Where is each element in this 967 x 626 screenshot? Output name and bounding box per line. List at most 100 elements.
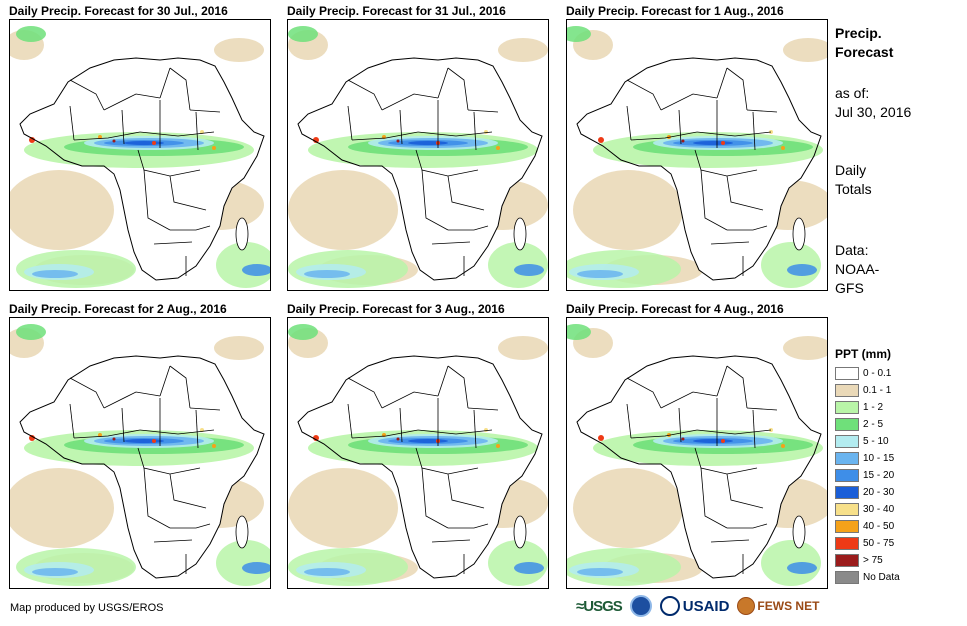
country-border [143,467,171,529]
legend-label: 0 - 0.1 [863,368,892,379]
precip-map [9,19,271,291]
heavy-rain-cell [98,135,102,139]
country-border [159,67,171,99]
country-border [381,391,439,409]
country-border [473,111,477,151]
rain-band-fill [693,141,733,145]
heavy-rain-cell [29,137,35,143]
usaid-seal-icon [659,596,680,616]
legend-swatch [835,435,859,448]
usaid-logo-text: USAID [682,597,730,615]
country-border [700,467,728,529]
heavy-rain-cell [496,146,500,150]
ocean-rain-fill [242,562,270,574]
heavy-rain-cell [212,444,216,448]
africa-map-svg [288,26,548,288]
heavy-rain-cell [98,433,102,437]
precip-map [9,317,271,589]
coastline [576,355,822,579]
ocean-rain-fill [488,242,548,288]
madagascar-island [513,515,527,549]
heavy-rain-cell [484,428,488,432]
heavy-rain-cell [396,139,400,143]
madagascar-island [792,217,806,251]
map-credit: Map produced by USGS/EROS [10,602,164,614]
ocean-rain-fill [761,540,821,586]
legend-label: No Data [863,572,900,583]
ocean-rain-fill [288,26,318,42]
legend-swatch [835,520,859,533]
ocean-rain-fill [216,242,270,288]
heavy-rain-cell [112,437,116,441]
coastline [297,57,543,281]
country-border [726,67,748,111]
country-border [69,377,105,409]
country-border [417,131,493,137]
country-border [726,473,764,509]
africa-landmass [577,356,821,578]
legend-label: 20 - 30 [863,487,895,498]
panel-title: Daily Precip. Forecast for 4 Aug., 2016 [566,302,784,316]
legend-swatch [835,418,859,431]
logo-bar: ≈USGS USAID FEWS NET [576,595,819,617]
country-border [417,429,493,435]
legend-item: 40 - 50 [835,518,900,535]
fewsnet-logo-text: FEWS NET [757,599,820,613]
heavy-rain-cell [681,437,685,441]
legend-swatch [835,367,859,380]
country-border [448,523,489,529]
usgs-logo: ≈USGS [576,597,623,615]
country-border [696,131,772,137]
legend-item: 0 - 0.1 [835,365,900,382]
dry-zone-fill [214,38,264,62]
ocean-rain-fill [304,568,350,576]
country-border [447,67,469,111]
legend-title: PPT (mm) [835,347,892,361]
country-border [170,523,211,529]
country-border [710,539,750,543]
africa-map-svg [567,26,827,288]
dry-zone-fill [10,170,114,250]
precip-map [287,19,549,291]
legend-item: 15 - 20 [835,467,900,484]
dry-zone-fill [288,170,398,250]
legend-item: 20 - 30 [835,484,900,501]
dry-zone-fill [214,336,264,360]
country-border [694,447,758,475]
ocean-rain-fill [216,540,270,586]
africa-landmass [298,58,542,280]
dry-zone-fill [498,38,548,62]
country-border [103,93,161,111]
heavy-rain-cell [598,435,604,441]
legend-label: 5 - 10 [863,436,889,447]
fewsnet-logo: FEWS NET [737,597,819,615]
country-border [73,131,141,141]
precip-map [287,317,549,589]
dry-zone-fill [288,468,398,548]
ocean-rain-fill [32,568,78,576]
legend-swatch [835,554,859,567]
usaid-logo: USAID [659,596,730,616]
country-border [169,365,191,409]
data-line1: Data: [835,242,869,258]
legend-label: 50 - 75 [863,538,895,549]
country-border [710,241,750,245]
sidebar-data-source: Data: NOAA- GFS [835,241,879,298]
country-border [169,175,207,211]
heavy-rain-cell [496,444,500,448]
country-border [153,539,193,543]
legend-label: 10 - 15 [863,453,895,464]
heavy-rain-cell [212,146,216,150]
sidebar-totals: Daily Totals [835,161,872,199]
country-border [467,109,499,113]
country-border [431,539,471,543]
legend-label: 15 - 20 [863,470,895,481]
legend-swatch [835,503,859,516]
legend-swatch [835,469,859,482]
country-border [143,169,171,231]
ocean-rain-fill [32,270,78,278]
country-border [121,407,125,443]
ocean-rain-fill [514,562,544,574]
country-border [752,111,756,151]
country-border [69,105,75,141]
